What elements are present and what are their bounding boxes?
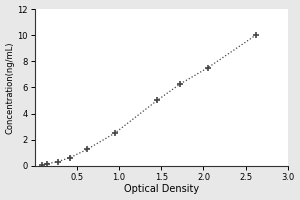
X-axis label: Optical Density: Optical Density [124, 184, 199, 194]
Y-axis label: Concentration(ng/mL): Concentration(ng/mL) [6, 41, 15, 134]
